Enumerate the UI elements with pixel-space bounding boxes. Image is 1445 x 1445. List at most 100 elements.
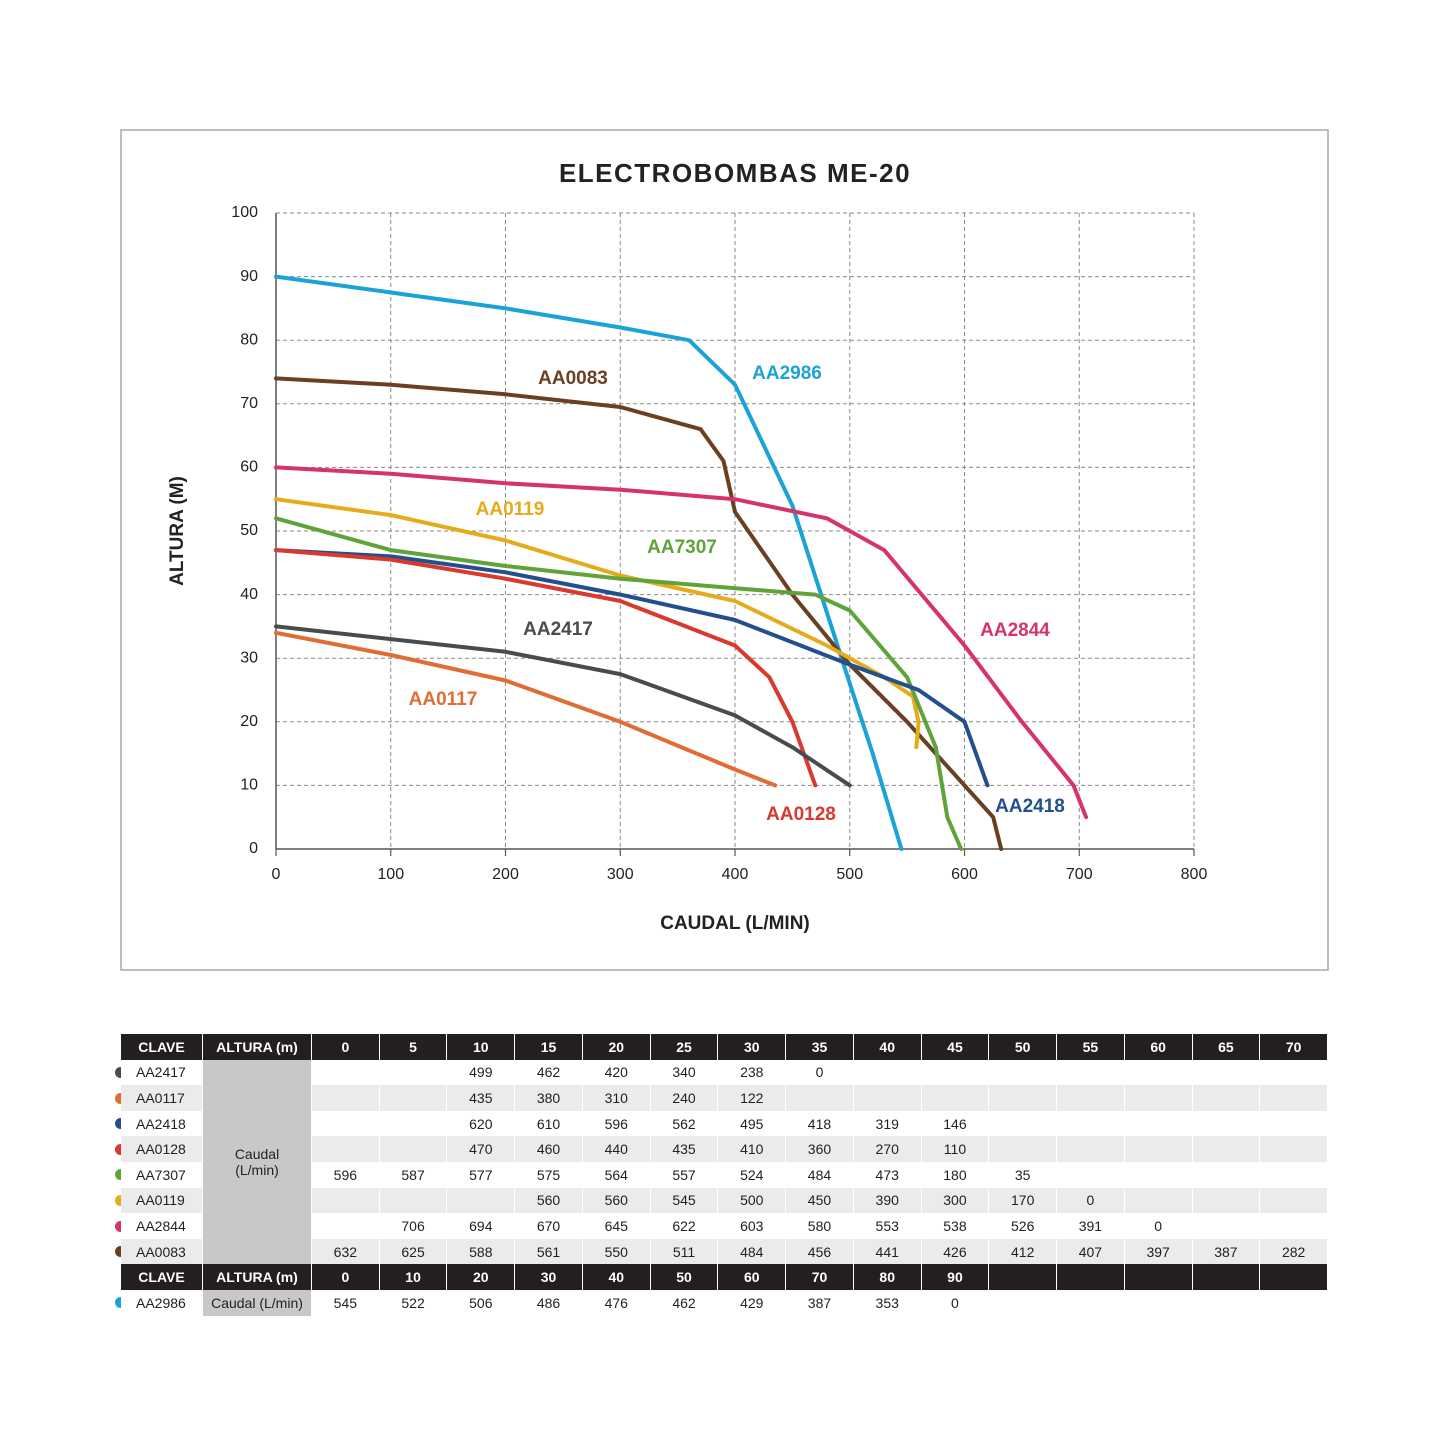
- chart-frame: [120, 129, 1329, 971]
- table-value: [1057, 1110, 1125, 1137]
- table-value: 526: [989, 1213, 1058, 1239]
- series-line: [274, 274, 904, 851]
- header-cell: [989, 1264, 1058, 1290]
- header-cell: 0: [312, 1264, 380, 1290]
- series-line: [274, 548, 990, 788]
- x-tick-label: 700: [1066, 866, 1093, 883]
- row-key: AA2986: [121, 1290, 203, 1316]
- table-value: 426: [921, 1238, 990, 1265]
- table-value: 170: [989, 1187, 1058, 1214]
- table-value: 387: [1192, 1238, 1261, 1265]
- table-value: [1192, 1213, 1261, 1239]
- caudal-label: Caudal (L/min): [203, 1059, 312, 1265]
- table-value: [312, 1059, 380, 1086]
- row-key: AA0119: [121, 1187, 203, 1214]
- table-value: 486: [515, 1290, 583, 1316]
- table-value: [1260, 1085, 1328, 1111]
- table-value: [989, 1059, 1058, 1086]
- x-axis-label: CAUDAL (L/MIN): [660, 913, 810, 934]
- table-value: 353: [853, 1290, 922, 1316]
- table-value: 360: [786, 1136, 854, 1162]
- header-cell: 60: [1124, 1034, 1193, 1060]
- x-tick-label: 500: [836, 866, 863, 883]
- legend-dot: [115, 1246, 126, 1258]
- table-value: 441: [853, 1238, 922, 1265]
- header-cell: 70: [1260, 1034, 1328, 1060]
- table-value: 476: [582, 1290, 651, 1316]
- table-value: [786, 1085, 854, 1111]
- table-value: 564: [582, 1162, 651, 1188]
- header-cell: 40: [853, 1034, 922, 1060]
- table-value: 596: [582, 1110, 651, 1137]
- header-cell: 50: [650, 1264, 719, 1290]
- series-label: AA0128: [766, 804, 836, 825]
- table-value: [1192, 1085, 1261, 1111]
- legend-dot: [115, 1066, 126, 1078]
- x-tick-label: 400: [722, 866, 749, 883]
- table-value: 538: [921, 1213, 990, 1239]
- table-value: 110: [921, 1136, 990, 1162]
- legend-dot: [115, 1169, 126, 1181]
- table-value: [1124, 1136, 1193, 1162]
- table-value: 575: [515, 1162, 583, 1188]
- table-value: [1260, 1136, 1328, 1162]
- table-value: 511: [650, 1238, 719, 1265]
- header-cell: [1260, 1264, 1328, 1290]
- caudal-label: Caudal (L/min): [203, 1290, 312, 1316]
- series-label: AA7307: [647, 537, 717, 558]
- header-cell: 10: [447, 1034, 516, 1060]
- y-axis-label: ALTURA (M): [167, 476, 188, 586]
- table-value: [1192, 1162, 1261, 1188]
- x-tick-label: 600: [951, 866, 978, 883]
- table-value: [1192, 1110, 1261, 1137]
- table-value: [1124, 1059, 1193, 1086]
- chart: ELECTROBOMBAS ME-20 CAUDAL (L/MIN) ALTUR…: [120, 129, 1329, 971]
- series-label: AA2418: [995, 796, 1065, 817]
- header-cell: 50: [989, 1034, 1058, 1060]
- table-value: 0: [1124, 1213, 1193, 1239]
- header-cell: 65: [1192, 1034, 1261, 1060]
- table-value: 0: [1057, 1187, 1125, 1214]
- header-cell: [1124, 1264, 1193, 1290]
- table-value: 397: [1124, 1238, 1193, 1265]
- x-tick-label: 0: [272, 866, 281, 883]
- table-value: 588: [447, 1238, 516, 1265]
- header-cell: 10: [379, 1264, 448, 1290]
- row-key: AA0083: [121, 1238, 203, 1265]
- table-value: 122: [718, 1085, 787, 1111]
- table-value: 340: [650, 1059, 719, 1086]
- table-value: 391: [1057, 1213, 1125, 1239]
- header-cell: 45: [921, 1034, 990, 1060]
- table-value: 622: [650, 1213, 719, 1239]
- row-key: AA0128: [121, 1136, 203, 1162]
- header-cell: 40: [582, 1264, 651, 1290]
- table-value: [1057, 1162, 1125, 1188]
- table-value: 418: [786, 1110, 854, 1137]
- series-label: AA0119: [476, 499, 545, 520]
- legend-dot: [115, 1118, 126, 1130]
- table-value: 462: [515, 1059, 583, 1086]
- table-value: [1124, 1085, 1193, 1111]
- table-value: 390: [853, 1187, 922, 1214]
- table-value: 577: [447, 1162, 516, 1188]
- table-value: 545: [650, 1187, 719, 1214]
- table-value: [312, 1085, 380, 1111]
- table-value: 470: [447, 1136, 516, 1162]
- table-value: 412: [989, 1238, 1058, 1265]
- y-tick-label: 0: [249, 840, 258, 857]
- table-value: 240: [650, 1085, 719, 1111]
- header-cell: ALTURA (m): [203, 1034, 312, 1060]
- table-value: [853, 1059, 922, 1086]
- table-value: 0: [786, 1059, 854, 1086]
- row-key: AA2417: [121, 1059, 203, 1086]
- table-value: 282: [1260, 1238, 1328, 1265]
- table-value: 456: [786, 1238, 854, 1265]
- table-value: [312, 1187, 380, 1214]
- table-value: 180: [921, 1162, 990, 1188]
- table-value: 440: [582, 1136, 651, 1162]
- table-value: 603: [718, 1213, 787, 1239]
- header-cell: [1057, 1264, 1125, 1290]
- table-value: 645: [582, 1213, 651, 1239]
- table-value: 545: [312, 1290, 380, 1316]
